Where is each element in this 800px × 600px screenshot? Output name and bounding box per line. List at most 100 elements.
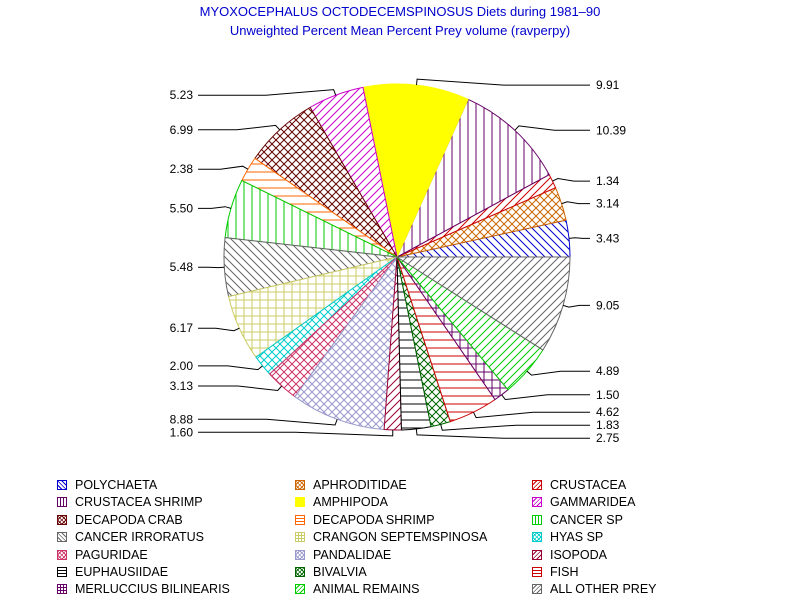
value-label-decapoda-crab: 6.99: [170, 123, 194, 137]
legend-item: ISOPODA: [532, 548, 607, 562]
legend-swatch: [532, 567, 542, 577]
leader-line: [514, 125, 590, 131]
leader-line: [440, 424, 590, 431]
legend-swatch: [532, 514, 542, 525]
value-label-gammaridea: 5.23: [170, 88, 194, 102]
leader-line: [198, 206, 232, 209]
value-label-fish: 4.62: [596, 405, 620, 419]
legend-item: FISH: [532, 565, 578, 579]
legend-swatch: [57, 584, 67, 595]
leader-line: [415, 428, 590, 439]
value-label-crangon-septemspinosa: 6.17: [170, 321, 194, 335]
legend-item: AMPHIPODA: [295, 495, 388, 509]
legend-swatch: [57, 567, 67, 577]
legend-item: EUPHAUSIIDAE: [57, 565, 168, 579]
leader-line: [198, 385, 283, 392]
legend-label: CRANGON SEPTEMSPINOSA: [313, 530, 488, 545]
value-label-crustacea: 1.34: [596, 174, 620, 188]
legend-swatch: [57, 480, 67, 490]
leader-line: [552, 177, 590, 182]
pie-slices: [223, 83, 571, 431]
legend-swatch: [295, 532, 305, 543]
value-label-euphausiidae: 2.75: [596, 431, 620, 445]
leader-line: [562, 304, 590, 308]
legend-item: HYAS SP: [532, 530, 603, 544]
leader-line: [198, 418, 338, 426]
value-label-all-other-prey: 9.05: [596, 298, 620, 312]
legend-swatch: [295, 567, 305, 577]
legend-swatch: [57, 549, 67, 560]
leader-line: [198, 327, 240, 332]
value-label-aphroditidae: 3.14: [596, 197, 620, 211]
value-label-merluccius-bilinearis: 1.50: [596, 388, 620, 402]
legend-swatch: [57, 497, 67, 508]
value-label-hyas-sp: 2.00: [170, 359, 194, 373]
pie-slice-crustacea-shrimp: [395, 98, 550, 259]
pie-slice-amphipoda: [362, 83, 469, 259]
leader-line: [198, 429, 394, 437]
legend-item: MERLUCCIUS BILINEARIS: [57, 582, 230, 596]
legend-swatch: [57, 532, 67, 543]
value-label-polychaeta: 3.43: [596, 231, 620, 245]
value-label-decapoda-shrimp: 2.38: [170, 162, 194, 176]
legend-swatch: [532, 497, 542, 508]
legend-item: DECAPODA SHRIMP: [295, 513, 435, 527]
legend-swatch: [295, 497, 305, 508]
legend-label: APHRODITIDAE: [313, 478, 407, 492]
legend-item: ALL OTHER PREY: [532, 582, 657, 596]
legend-swatch: [57, 514, 67, 525]
leader-line: [198, 165, 249, 170]
legend-item: BIVALVIA: [295, 565, 367, 579]
legend-label: HYAS SP: [550, 530, 604, 545]
legend-swatch: [295, 584, 305, 595]
legend-label: CRUSTACEA SHRIMP: [75, 495, 203, 510]
legend-item: ANIMAL REMAINS: [295, 582, 420, 596]
leader-line: [526, 370, 590, 376]
legend-label: CRUSTACEA: [550, 478, 627, 492]
legend-swatch: [295, 514, 305, 525]
value-label-animal-remains: 4.89: [596, 364, 620, 378]
chart-subtitle: Unweighted Percent Mean Percent Prey vol…: [229, 23, 571, 38]
legend-label: POLYCHAETA: [75, 478, 158, 492]
legend-label: CANCER SP: [550, 512, 623, 527]
value-label-cancer-irroratus: 5.48: [170, 260, 194, 274]
legend-label: CANCER IRRORATUS: [75, 530, 204, 545]
legend-label: ALL OTHER PREY: [550, 582, 657, 597]
legend-item: PAGURIDAE: [57, 548, 148, 562]
legend-label: MERLUCCIUS BILINEARIS: [75, 582, 230, 597]
value-label-isopoda: 1.60: [170, 425, 194, 439]
leader-line: [416, 78, 590, 86]
value-label-bivalvia: 1.83: [596, 418, 620, 432]
legend-label: DECAPODA SHRIMP: [313, 512, 435, 527]
legend-item: APHRODITIDAE: [295, 478, 407, 492]
legend-item: CANCER SP: [532, 513, 623, 527]
value-label-cancer-sp: 5.50: [170, 201, 194, 215]
legend-label: ISOPODA: [550, 547, 607, 562]
leader-line: [501, 394, 590, 401]
legend-label: AMPHIPODA: [313, 495, 389, 510]
legend-swatch: [532, 549, 542, 560]
pie-slice-pandalidae: [294, 255, 398, 431]
leader-line: [198, 89, 337, 96]
legend-swatch: [532, 532, 542, 543]
chart-title: MYOXOCEPHALUS OCTODECEMSPINOSUS Diets du…: [199, 4, 601, 19]
legend-label: ANIMAL REMAINS: [313, 582, 420, 597]
leader-line: [198, 365, 263, 371]
pie-slice-all-other-prey: [395, 256, 571, 351]
legend-swatch: [295, 480, 305, 490]
legend-item: PANDALIDAE: [295, 548, 391, 562]
value-label-amphipoda: 9.91: [596, 78, 620, 92]
legend-label: EUPHAUSIIDAE: [75, 565, 169, 579]
leader-lines: [198, 78, 590, 439]
legend-item: CRUSTACEA SHRIMP: [57, 495, 203, 509]
value-labels: 9.91 10.39 1.34 3.14 3.43 9.05 4.89 1.50 4.621.8…: [170, 78, 627, 445]
leader-line: [473, 411, 590, 419]
legend-label: PANDALIDAE: [313, 547, 392, 562]
legend-label: PAGURIDAE: [75, 547, 148, 562]
legend-label: FISH: [550, 565, 579, 579]
value-label-pandalidae: 8.88: [170, 412, 194, 426]
value-label-paguridae: 3.13: [170, 379, 194, 393]
legend-label: GAMMARIDEA: [550, 495, 636, 510]
legend-swatch: [532, 480, 542, 490]
